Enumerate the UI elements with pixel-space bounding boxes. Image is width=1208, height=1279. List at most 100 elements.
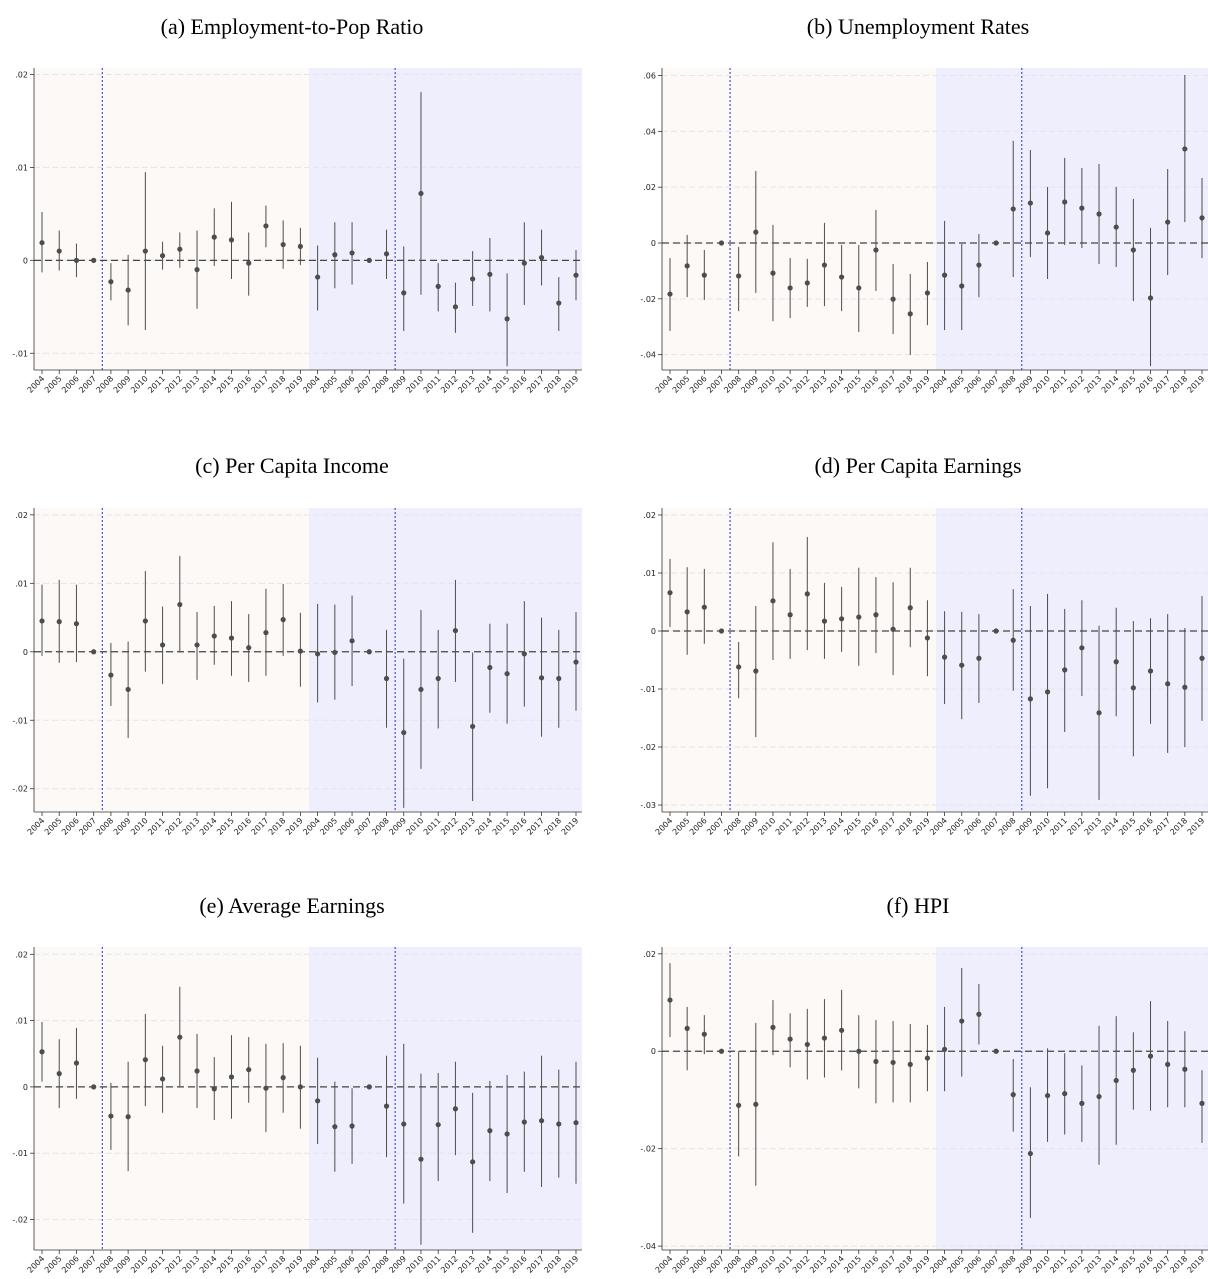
x-tick-label: 2015 (491, 816, 512, 837)
x-tick-label: 2015 (842, 816, 863, 837)
estimate-dot (1027, 696, 1033, 702)
x-tick-label: 2015 (215, 374, 236, 395)
x-tick-label: 2019 (560, 1254, 581, 1275)
estimate-dot (1165, 1061, 1171, 1068)
x-tick-label: 2015 (842, 374, 863, 395)
x-tick-label: 2018 (894, 374, 915, 395)
estimate-dot (521, 1119, 527, 1125)
estimate-dot (1113, 659, 1119, 665)
x-tick-label: 2006 (688, 816, 709, 837)
estimate-dot (401, 729, 407, 736)
x-tick-label: 2015 (491, 1254, 512, 1275)
estimate-dot (873, 1058, 879, 1065)
x-tick-label: 2012 (791, 816, 812, 837)
x-tick-label: 2005 (945, 374, 966, 395)
x-tick-label: 2006 (688, 374, 709, 395)
x-tick-label: 2019 (284, 816, 305, 837)
x-tick-label: 2013 (456, 374, 477, 395)
estimate-dot (684, 609, 690, 615)
y-tick-label: .02 (15, 950, 28, 959)
x-tick-label: 2007 (353, 374, 374, 395)
post-region (936, 68, 1208, 370)
estimate-dot (718, 240, 725, 246)
estimate-dot (211, 633, 217, 639)
estimate-dot (108, 672, 114, 678)
x-tick-label: 2018 (1168, 1254, 1189, 1275)
x-tick-label: 2011 (1048, 1254, 1069, 1275)
y-tick-label: .01 (15, 1017, 28, 1026)
estimate-dot (959, 283, 965, 289)
x-tick-label: 2007 (980, 374, 1001, 395)
x-tick-label: 2015 (491, 374, 512, 395)
estimate-dot (418, 686, 424, 693)
x-tick-label: 2015 (215, 1254, 236, 1275)
x-tick-label: 2010 (757, 816, 778, 837)
post-region (309, 947, 582, 1250)
estimate-dot (263, 1085, 269, 1091)
x-tick-label: 2016 (508, 816, 529, 837)
y-tick-label: -.01 (12, 1149, 28, 1158)
x-tick-label: 2008 (997, 1254, 1018, 1275)
estimate-dot (1096, 710, 1102, 716)
y-tick-label: 0 (651, 1047, 656, 1056)
x-tick-label: 2016 (860, 1254, 881, 1275)
estimate-dot (418, 190, 424, 197)
x-tick-label: 2018 (1168, 374, 1189, 395)
x-tick-label: 2012 (1066, 374, 1087, 395)
x-tick-label: 2009 (1014, 374, 1035, 395)
estimate-dot (418, 1156, 424, 1162)
estimate-dot (1096, 211, 1102, 217)
estimate-dot (73, 1060, 80, 1066)
x-tick-label: 2014 (474, 1254, 495, 1275)
x-tick-label: 2008 (95, 374, 116, 395)
estimate-dot (556, 300, 562, 306)
estimate-dot (804, 591, 810, 597)
estimate-dot (538, 254, 545, 261)
estimate-dot (177, 246, 183, 252)
estimate-dot (108, 1113, 114, 1119)
estimate-dot (1147, 295, 1154, 301)
estimate-dot (246, 260, 252, 266)
estimate-dot (39, 618, 45, 624)
estimate-dot (787, 1036, 793, 1042)
estimate-dot (1027, 1150, 1033, 1157)
x-tick-label: 2004 (928, 816, 949, 837)
estimate-dot (1113, 224, 1119, 230)
estimate-dot (667, 997, 673, 1003)
x-tick-label: 2006 (60, 374, 81, 395)
pre-region (662, 508, 936, 812)
pre-region (662, 947, 936, 1250)
x-tick-label: 2007 (705, 1254, 726, 1275)
estimate-dot (108, 279, 114, 285)
x-tick-label: 2005 (318, 816, 339, 837)
estimate-dot (684, 1025, 690, 1031)
x-tick-label: 2005 (318, 1254, 339, 1275)
x-tick-label: 2016 (232, 816, 253, 837)
x-tick-label: 2014 (1100, 374, 1121, 395)
x-tick-label: 2012 (791, 374, 812, 395)
estimate-dot (556, 675, 562, 682)
panel-title: (f) HPI (887, 893, 950, 918)
x-tick-label: 2015 (842, 1254, 863, 1275)
estimate-dot (993, 1048, 999, 1054)
estimate-dot (924, 635, 931, 641)
x-tick-label: 2004 (26, 816, 47, 837)
estimate-dot (976, 655, 982, 661)
x-tick-label: 2007 (77, 816, 98, 837)
estimate-dot (332, 1124, 338, 1130)
estimate-dot (487, 664, 493, 671)
x-tick-label: 2009 (112, 374, 133, 395)
estimate-dot (211, 1086, 217, 1092)
x-tick-label: 2012 (791, 1254, 812, 1275)
x-tick-label: 2006 (963, 374, 984, 395)
x-tick-label: 2007 (77, 374, 98, 395)
x-tick-label: 2008 (95, 1254, 116, 1275)
x-tick-label: 2006 (60, 1254, 81, 1275)
estimate-dot (907, 311, 913, 317)
estimate-dot (941, 272, 948, 278)
estimate-dot (907, 1061, 913, 1068)
x-tick-label: 2009 (112, 1254, 133, 1275)
estimate-dot (1044, 230, 1051, 236)
x-tick-label: 2009 (739, 374, 760, 395)
estimate-dot (487, 1128, 493, 1134)
